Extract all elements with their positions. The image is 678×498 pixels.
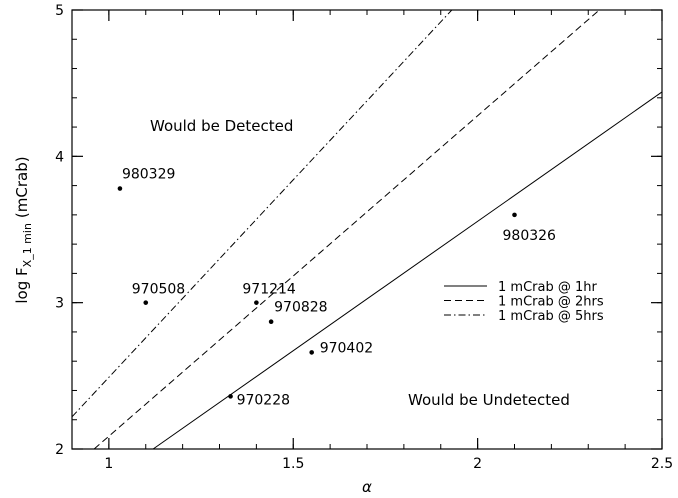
y-tick-label: 5: [55, 3, 64, 19]
data-point: [228, 394, 233, 399]
series-line-dashdot: [71, 9, 453, 418]
y-axis-label-unit: (mCrab): [13, 156, 31, 218]
plot-frame: [71, 9, 663, 450]
y-tick-label: 2: [55, 442, 64, 458]
data-point-label: 980326: [503, 228, 557, 244]
x-tick-label: 1: [104, 456, 113, 472]
legend-label: 1 mCrab @ 5hrs: [498, 309, 604, 324]
region-label-undetected: Would be Undetected: [408, 391, 570, 409]
data-point-label: 980329: [122, 167, 175, 183]
data-point-label: 970508: [132, 282, 185, 298]
data-point: [143, 300, 149, 305]
data-point-label: 970228: [237, 392, 290, 408]
ticks: 1 1.5 2 2.5 2 3 4 5: [55, 3, 673, 472]
data-point: [309, 350, 314, 355]
legend-label: 1 mCrab @ 1hr: [498, 280, 597, 295]
y-axis-label-main: log F: [13, 267, 31, 303]
x-tick-label: 2: [473, 456, 482, 472]
y-axis-label: log FX_1 min (mCrab): [13, 156, 34, 303]
y-tick-label: 3: [55, 296, 64, 312]
data-point-label: 970402: [320, 340, 373, 356]
legend-label: 1 mCrab @ 2hrs: [498, 295, 604, 310]
data-point-label: 971214: [242, 282, 296, 298]
data-point-label: 970828: [274, 300, 327, 316]
x-axis-label: α: [362, 478, 372, 496]
region-label-detected: Would be Detected: [150, 117, 293, 135]
y-tick-label: 4: [55, 149, 64, 165]
x-tick-label: 2.5: [651, 456, 673, 472]
data-points: 980329 970508 971214 970828 970402 970228 9803…: [117, 167, 557, 408]
series-line-solid: [152, 91, 663, 450]
data-point: [117, 186, 123, 191]
series-line-dashed: [93, 9, 600, 450]
data-point: [254, 300, 259, 305]
data-point: [268, 319, 274, 324]
x-tick-label: 1.5: [282, 456, 304, 472]
y-axis-label-sub: X_1 min: [21, 223, 34, 267]
data-point: [512, 212, 517, 218]
reference-lines: [71, 9, 663, 450]
